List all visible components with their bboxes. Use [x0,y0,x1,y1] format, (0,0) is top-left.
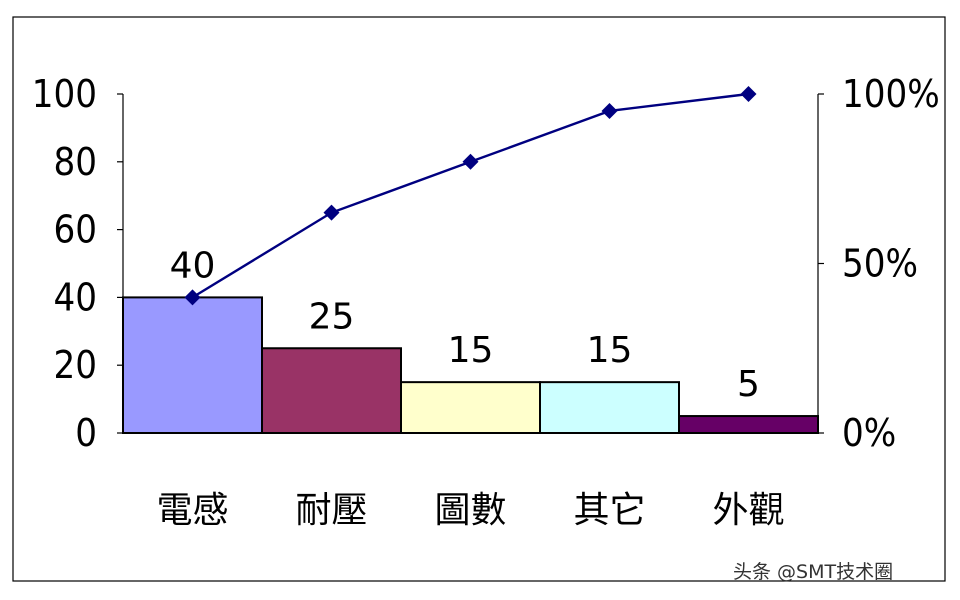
data-label: 5 [737,364,760,405]
cumulative-marker [323,204,340,221]
y-tick-label: 60 [54,208,98,252]
data-label: 15 [448,330,494,371]
category-label: 外觀 [712,490,784,531]
category-label: 耐壓 [295,490,367,531]
bar [122,296,263,434]
category-label: 圖數 [434,490,506,531]
data-label: 15 [587,330,633,371]
y-tick-label: 80 [54,140,98,184]
y2-tick-label: 50% [842,242,918,286]
watermark: 头条 @SMT技术圈 [733,561,893,583]
y2-tick-label: 100% [842,72,940,116]
y-tick-label: 100 [32,72,97,116]
category-label: 其它 [573,490,645,531]
plot-area: 0 20 40 60 80 100 0% 50% 100% 40 電感 25 耐壓 15 圖數 15 其它 5 外觀 [32,72,940,531]
y2-tick-label: 0% [842,411,896,455]
y-tick-label: 40 [54,275,98,319]
cumulative-marker [740,86,757,102]
bar [261,347,402,434]
data-label: 40 [170,245,216,286]
data-label: 25 [309,296,355,337]
category-label: 電感 [156,490,228,531]
cumulative-marker [462,153,479,170]
bar [539,381,680,434]
bar [678,415,819,434]
bar [400,381,541,434]
y-tick-label: 20 [54,343,98,387]
y-tick-label: 0 [75,411,97,455]
cumulative-marker [184,289,201,306]
cumulative-marker [601,102,618,119]
